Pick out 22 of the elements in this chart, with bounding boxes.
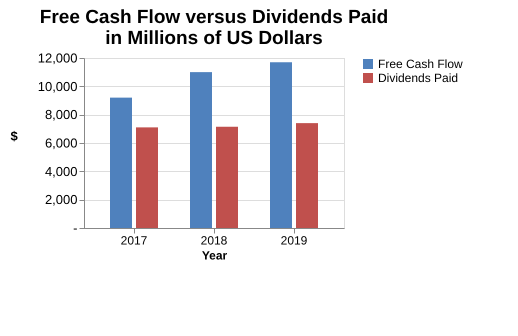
text: Free Cash Flow versus Dividends Paid bbox=[40, 7, 388, 28]
x-tick-label: 2018 bbox=[200, 234, 228, 248]
x-tick-label: 2017 bbox=[120, 234, 148, 248]
x-axis-title: Year bbox=[202, 248, 228, 262]
y-tick-label: 8,000 bbox=[44, 107, 78, 122]
x-tick-label: 2019 bbox=[280, 234, 308, 248]
y-tick-label: 12,000 bbox=[38, 50, 78, 66]
y-tick-label: 2,000 bbox=[44, 192, 78, 208]
y-tick-label: 10,000 bbox=[38, 78, 78, 94]
bar bbox=[190, 72, 212, 228]
bar bbox=[270, 62, 292, 228]
y-tick-label: 6,000 bbox=[44, 136, 78, 150]
y-axis-title: $ bbox=[10, 128, 19, 144]
y-tick-label: 4,000 bbox=[44, 164, 78, 179]
bar bbox=[216, 126, 238, 228]
text: in Millions of US Dollars bbox=[105, 28, 323, 49]
legend-label: Free Cash Flow bbox=[378, 57, 464, 71]
legend-label: Dividends Paid bbox=[378, 71, 458, 85]
bar bbox=[136, 127, 158, 228]
bar bbox=[296, 123, 318, 228]
y-tick-label: - bbox=[73, 220, 78, 236]
bar bbox=[110, 98, 132, 228]
